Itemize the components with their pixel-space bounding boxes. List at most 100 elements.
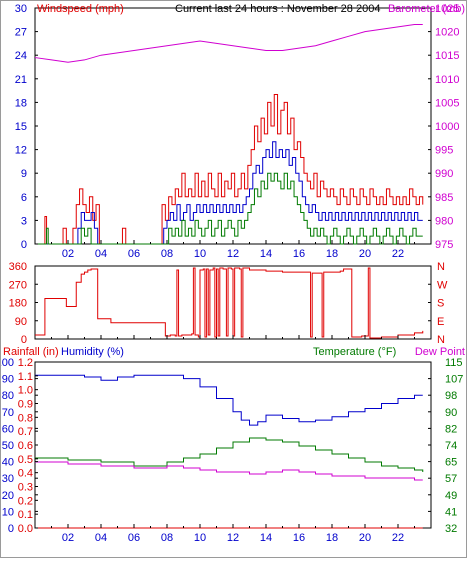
temperature-axis-title: Temperature (°F)	[313, 346, 396, 358]
y-tick-label-left: 30	[2, 473, 14, 485]
humidity-axis-title: Humidity (%)	[61, 346, 124, 358]
y-tick-label-left: 9	[21, 168, 27, 180]
y-tick-label-right: 90	[445, 407, 457, 419]
y-tick-label-left: 0.3	[18, 482, 33, 494]
y-tick-label-right: 1000	[435, 121, 459, 133]
temperature-line	[35, 437, 424, 472]
y-tick-label-right: 57	[445, 473, 457, 485]
x-tick-label: 12	[227, 532, 239, 544]
y-tick-label-right: N	[437, 334, 445, 346]
y-tick-label-right: 82	[445, 423, 457, 435]
dew-point-line	[35, 461, 423, 481]
x-tick-label: 16	[293, 248, 305, 260]
y-tick-label-left: 80	[2, 390, 14, 402]
y-tick-label-left: 0	[8, 523, 14, 535]
y-tick-label-left: 0	[21, 334, 27, 346]
y-tick-label-right: 41	[445, 506, 457, 518]
rainfall-axis-title: Rainfall (in)	[3, 346, 59, 358]
y-tick-label-right: 74	[445, 440, 457, 452]
windspeed-high-line	[35, 94, 424, 245]
x-tick-label: 14	[260, 532, 272, 544]
x-tick-label: 22	[392, 248, 404, 260]
y-tick-label-left: 3	[21, 215, 27, 227]
y-tick-label-right: 98	[445, 390, 457, 402]
x-tick-label: 04	[95, 248, 107, 260]
y-tick-label-left: 0	[21, 239, 27, 251]
y-tick-label-left: 0.0	[18, 523, 33, 535]
y-tick-label-left: 50	[2, 440, 14, 452]
y-tick-label-left: 0.7	[18, 426, 33, 438]
dew-point-axis-title: Dew Point	[415, 346, 465, 358]
y-tick-label-left: 0.4	[18, 468, 33, 480]
y-tick-label-left: 18	[15, 97, 27, 109]
y-tick-label-right: E	[437, 316, 444, 328]
y-tick-label-left: 270	[9, 279, 27, 291]
y-tick-label-left: 12	[15, 145, 27, 157]
y-tick-label-left: 1.2	[18, 357, 33, 369]
barometer-line	[34, 24, 423, 63]
y-tick-label-right: 1010	[435, 74, 459, 86]
y-tick-label-left: 1.1	[18, 371, 33, 383]
y-tick-label-left: 21	[15, 74, 27, 86]
x-tick-label: 10	[194, 532, 206, 544]
chart-title: Current last 24 hours : November 28 2004	[175, 3, 380, 15]
x-tick-label: 18	[326, 248, 338, 260]
y-tick-label-left: 90	[2, 374, 14, 386]
y-tick-label-right: 115	[445, 357, 463, 369]
x-tick-label: 16	[293, 532, 305, 544]
y-tick-label-left: 27	[15, 27, 27, 39]
y-tick-label-right: 985	[435, 192, 453, 204]
y-tick-label-left: 40	[2, 457, 14, 469]
x-tick-label: 20	[359, 248, 371, 260]
y-tick-label-left: 0.9	[18, 399, 33, 411]
y-tick-label-right: 1025	[435, 3, 459, 15]
y-tick-label-left: 20	[2, 490, 14, 502]
y-tick-label-left: 0.8	[18, 412, 33, 424]
y-tick-label-right: 995	[435, 145, 453, 157]
y-tick-label-left: 0.2	[18, 495, 33, 507]
y-tick-label-right: 980	[435, 215, 453, 227]
y-tick-label-left: 10	[2, 506, 14, 518]
windspeed-axis-title: Windspeed (mph)	[37, 3, 124, 15]
y-tick-label-left: 60	[2, 423, 14, 435]
y-tick-label-right: 990	[435, 168, 453, 180]
y-tick-label-left: 100	[1, 357, 14, 369]
y-tick-label-right: 49	[445, 490, 457, 502]
y-tick-label-right: W	[437, 279, 448, 291]
x-tick-label: 02	[62, 532, 74, 544]
y-tick-label-right: N	[437, 261, 445, 273]
x-tick-label: 22	[392, 532, 404, 544]
x-tick-label: 06	[128, 532, 140, 544]
humidity-line	[35, 374, 423, 426]
x-tick-label: 12	[227, 248, 239, 260]
y-tick-label-right: 1020	[435, 27, 459, 39]
y-tick-label-left: 180	[9, 298, 27, 310]
y-tick-label-left: 0.5	[18, 454, 33, 466]
x-tick-label: 06	[128, 248, 140, 260]
y-tick-label-right: 32	[445, 523, 457, 535]
x-tick-label: 10	[194, 248, 206, 260]
x-tick-label: 20	[359, 532, 371, 544]
y-tick-label-left: 6	[21, 192, 27, 204]
y-tick-label-right: S	[437, 298, 444, 310]
x-tick-label: 14	[260, 248, 272, 260]
windspeed-avg-line	[35, 141, 423, 245]
y-tick-label-left: 0.6	[18, 440, 33, 452]
wind-direction-line	[35, 267, 424, 339]
x-tick-label: 08	[161, 248, 173, 260]
y-tick-label-right: 1005	[435, 97, 459, 109]
y-tick-label-left: 0.1	[18, 509, 33, 521]
barometer-axis-title: Barometer (mb)	[388, 3, 465, 15]
y-tick-label-left: 360	[9, 261, 27, 273]
windspeed-low-line	[35, 172, 423, 245]
x-tick-label: 02	[62, 248, 74, 260]
y-tick-label-left: 70	[2, 407, 14, 419]
y-tick-label-left: 15	[15, 121, 27, 133]
y-tick-label-right: 107	[445, 374, 463, 386]
y-tick-label-right: 65	[445, 457, 457, 469]
x-tick-label: 08	[161, 532, 173, 544]
y-tick-label-left: 30	[15, 3, 27, 15]
x-tick-label: 04	[95, 532, 107, 544]
